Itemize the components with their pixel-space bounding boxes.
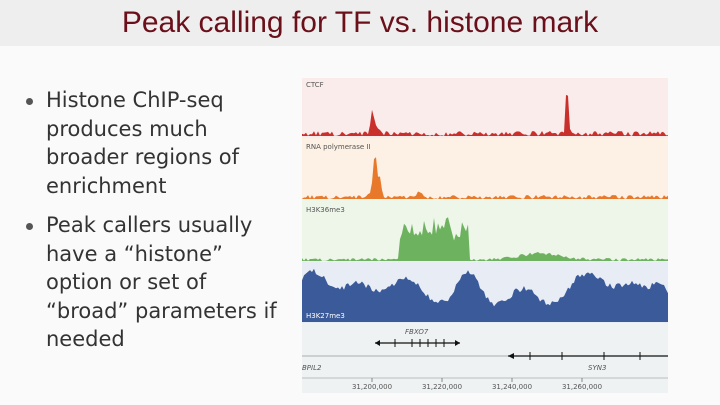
coordinate-label: 31,240,000 <box>492 383 532 391</box>
bullet-dot <box>26 223 33 230</box>
track-bg <box>302 78 668 138</box>
signal-track <box>302 268 668 322</box>
gene-label: SYN3 <box>588 364 606 372</box>
track-bg <box>302 200 668 262</box>
bullet-text: Histone ChIP-seq produces much broader r… <box>46 88 240 198</box>
gene-label: BPIL2 <box>302 364 322 372</box>
gene-bg <box>302 323 668 393</box>
track-bg <box>302 138 668 200</box>
slide-title: Peak calling for TF vs. histone mark <box>0 0 720 46</box>
coordinate-label: 31,200,000 <box>352 383 392 391</box>
bullet: Peak callers usually have a “histone” op… <box>26 211 278 354</box>
coordinate-label: 31,260,000 <box>562 383 602 391</box>
track-label: H3K36me3 <box>306 206 345 214</box>
signal-track <box>302 157 668 199</box>
track-label: H3K27me3 <box>306 312 345 320</box>
gene-arrow <box>508 353 514 359</box>
bullet-text: Peak callers usually have a “histone” op… <box>46 213 277 351</box>
bullet: Histone ChIP-seq produces much broader r… <box>26 86 278 200</box>
gene-label: FBXO7 <box>405 328 429 336</box>
bullet-dot <box>26 98 33 105</box>
track-label: RNA polymerase II <box>306 143 371 151</box>
axis-ticks <box>371 378 583 382</box>
coordinate-label: 31,220,000 <box>422 383 462 391</box>
exons <box>394 339 445 347</box>
exons <box>529 352 641 360</box>
track-label: CTCF <box>306 81 324 89</box>
